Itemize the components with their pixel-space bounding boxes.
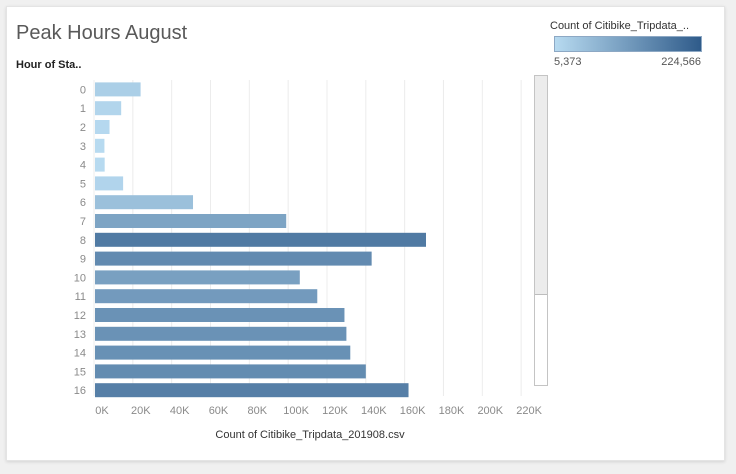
- x-tick-label: 0K: [95, 405, 109, 417]
- bar[interactable]: [95, 101, 122, 116]
- category-tick-label: 13: [74, 329, 86, 341]
- bar[interactable]: [95, 82, 141, 97]
- bar[interactable]: [95, 308, 345, 322]
- category-tick-label: 15: [74, 366, 86, 378]
- category-tick-label: 14: [74, 348, 86, 360]
- category-tick-label: 16: [74, 385, 86, 397]
- x-tick-label: 180K: [439, 405, 465, 417]
- category-tick-label: 8: [80, 235, 86, 247]
- category-tick-label: 11: [75, 291, 86, 303]
- category-tick-label: 7: [80, 216, 86, 228]
- legend-title[interactable]: Count of Citibike_Tripdata_..: [550, 20, 689, 32]
- category-tick-label: 12: [74, 310, 86, 322]
- bar[interactable]: [95, 232, 427, 247]
- bar[interactable]: [95, 157, 105, 172]
- vertical-scrollbar[interactable]: [534, 75, 548, 386]
- bar[interactable]: [95, 383, 409, 398]
- category-tick-label: 2: [80, 122, 86, 134]
- x-tick-label: 220K: [516, 405, 542, 417]
- x-tick-label: 140K: [361, 405, 387, 417]
- x-tick-label: 200K: [477, 405, 503, 417]
- category-tick-label: 4: [80, 160, 86, 172]
- x-tick-label: 20K: [131, 405, 151, 417]
- category-tick-label: 10: [74, 272, 86, 284]
- bar[interactable]: [95, 270, 300, 285]
- bar[interactable]: [95, 138, 105, 153]
- x-tick-label: 40K: [170, 405, 190, 417]
- category-tick-label: 6: [80, 197, 86, 209]
- bar[interactable]: [95, 326, 347, 341]
- x-tick-label: 100K: [283, 405, 309, 417]
- x-tick-label: 80K: [248, 405, 268, 417]
- category-tick-label: 9: [80, 254, 86, 266]
- scrollbar-track[interactable]: [535, 76, 547, 295]
- bar[interactable]: [95, 120, 110, 134]
- chart-title: Peak Hours August: [16, 22, 188, 44]
- bar[interactable]: [95, 345, 351, 360]
- bar[interactable]: [95, 289, 318, 304]
- legend-max-label: 224,566: [661, 56, 701, 68]
- category-tick-label: 3: [80, 141, 86, 153]
- y-axis-label[interactable]: Hour of Sta..: [16, 59, 82, 71]
- x-tick-label: 160K: [400, 405, 426, 417]
- legend-min-label: 5,373: [554, 56, 582, 68]
- bar[interactable]: [95, 195, 194, 210]
- category-tick-label: 1: [80, 103, 86, 115]
- bar[interactable]: [95, 214, 287, 228]
- bar[interactable]: [95, 364, 366, 379]
- category-tick-label: 5: [80, 178, 86, 190]
- legend-color-ramp: [554, 36, 702, 52]
- x-tick-label: 60K: [209, 405, 229, 417]
- x-axis-title: Count of Citibike_Tripdata_201908.csv: [215, 429, 405, 441]
- bar[interactable]: [95, 176, 124, 191]
- category-tick-label: 0: [80, 84, 86, 96]
- bar[interactable]: [95, 251, 372, 266]
- x-tick-label: 120K: [322, 405, 348, 417]
